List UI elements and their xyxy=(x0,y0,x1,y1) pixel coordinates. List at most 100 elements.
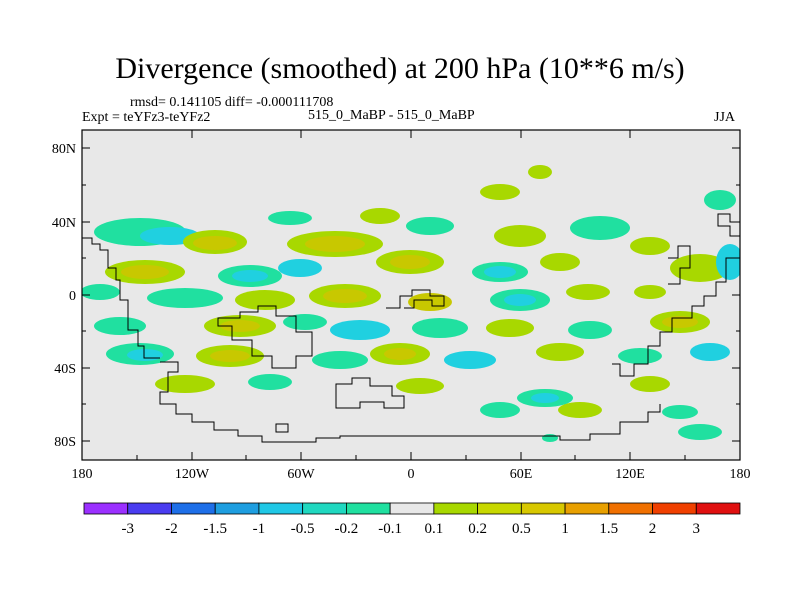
coastline-island-small xyxy=(275,423,289,433)
field-patch xyxy=(570,216,630,240)
field-patch xyxy=(494,225,546,247)
field-patch xyxy=(444,351,496,369)
field-patch xyxy=(396,378,444,394)
coastline-weddell xyxy=(335,377,405,409)
field-patch xyxy=(484,266,516,278)
coastline-northeast xyxy=(717,213,740,237)
colorbar-box xyxy=(652,502,697,515)
field-patch xyxy=(630,237,670,255)
field-patch xyxy=(384,348,416,360)
field-patch xyxy=(678,424,722,440)
field-patch xyxy=(662,316,698,328)
field-shading xyxy=(82,165,740,442)
colorbar-box xyxy=(389,502,435,515)
colorbar-label: 0.2 xyxy=(468,521,487,537)
season-label: JJA xyxy=(714,110,736,125)
y-tick-label: 0 xyxy=(69,289,76,304)
colorbar-label: 0.1 xyxy=(424,521,443,537)
coastline-africa-north xyxy=(386,289,445,309)
field-patch xyxy=(480,184,520,200)
field-patch xyxy=(480,402,520,418)
field-patch xyxy=(540,253,580,271)
field-patch xyxy=(193,236,237,250)
field-patch xyxy=(486,319,534,337)
field-patch xyxy=(312,351,368,369)
field-patch xyxy=(305,236,365,252)
x-tick-label: 60E xyxy=(510,467,533,482)
colorbar-box xyxy=(258,502,304,515)
colorbar-label: -2 xyxy=(165,521,178,537)
field-patch xyxy=(360,208,400,224)
field-patch xyxy=(528,165,552,179)
field-patch xyxy=(542,434,558,442)
colorbar-label: -0.2 xyxy=(335,521,359,537)
field-patch xyxy=(618,348,662,364)
y-tick-label: 80S xyxy=(54,435,76,450)
experiment-label: Expt = teYFz3-teYFz2 xyxy=(82,110,211,125)
colorbar-label: 1.5 xyxy=(599,521,618,537)
field-patch xyxy=(248,374,292,390)
colorbar-box xyxy=(520,502,566,515)
y-tick-label: 40N xyxy=(52,216,76,231)
field-patch xyxy=(232,270,268,282)
x-tick-label: 0 xyxy=(408,467,415,482)
field-patch xyxy=(412,318,468,338)
x-tick-label: 60W xyxy=(287,467,315,482)
coastline-americas-west xyxy=(82,237,160,359)
colorbar-label: -3 xyxy=(121,521,134,537)
colorbar-box xyxy=(345,502,391,515)
y-tick-label: 40S xyxy=(54,362,76,377)
field-patch xyxy=(558,402,602,418)
field-patch xyxy=(127,349,163,361)
coastlines xyxy=(82,213,740,443)
field-patch xyxy=(704,190,736,210)
field-patch xyxy=(630,376,670,392)
colorbar-label: -0.5 xyxy=(291,521,315,537)
colorbar-box xyxy=(477,502,522,515)
field-patch xyxy=(268,211,312,225)
colorbar-box xyxy=(608,502,653,515)
x-tick-label: 180 xyxy=(730,467,751,482)
comparison-label: 515_0_MaBP - 515_0_MaBP xyxy=(308,108,475,123)
colorbar-box xyxy=(564,502,610,515)
colorbar-box xyxy=(695,502,741,515)
field-patch xyxy=(210,350,250,362)
field-patch xyxy=(504,294,536,306)
field-patch xyxy=(531,393,559,403)
colorbar-label: 2 xyxy=(649,521,657,537)
colorbar-box xyxy=(433,502,479,515)
colorbar-label: 1 xyxy=(561,521,569,537)
field-patch xyxy=(662,405,698,419)
field-patch xyxy=(323,289,367,303)
plot-title: Divergence (smoothed) at 200 hPa (10**6 … xyxy=(115,52,685,85)
colorbar-box xyxy=(83,502,129,515)
field-patch xyxy=(634,285,666,299)
field-patch xyxy=(235,290,295,310)
field-patch xyxy=(155,375,215,393)
colorbar-box xyxy=(214,502,260,515)
colorbar-box xyxy=(127,502,172,515)
field-patch xyxy=(568,321,612,339)
field-patch xyxy=(121,265,169,279)
axis-ticks xyxy=(82,130,740,460)
colorbar-label: 0.5 xyxy=(512,521,531,537)
stats-label: rmsd= 0.141105 diff= -0.000111708 xyxy=(130,95,334,110)
colorbar-label: -1 xyxy=(253,521,266,537)
x-tick-label: 180 xyxy=(72,467,93,482)
colorbar: -3 -2 -1.5 -1 -0.5 -0.2 -0.1 0.1 0.2 0.5 1 1.5 2 3 xyxy=(83,502,741,537)
coastline-antarctica xyxy=(159,361,661,443)
field-patch xyxy=(278,259,322,277)
coastline-south-america xyxy=(217,305,313,369)
field-patch xyxy=(566,284,610,300)
colorbar-box xyxy=(171,502,216,515)
coastline-asia-australia xyxy=(612,257,740,377)
field-patch xyxy=(220,320,260,332)
colorbar-label: -1.5 xyxy=(203,521,227,537)
coastline-island xyxy=(668,245,691,285)
field-patch xyxy=(536,343,584,361)
field-patch xyxy=(82,284,120,300)
field-patch xyxy=(670,254,730,282)
field-patch xyxy=(330,320,390,340)
field-patch xyxy=(406,217,454,235)
